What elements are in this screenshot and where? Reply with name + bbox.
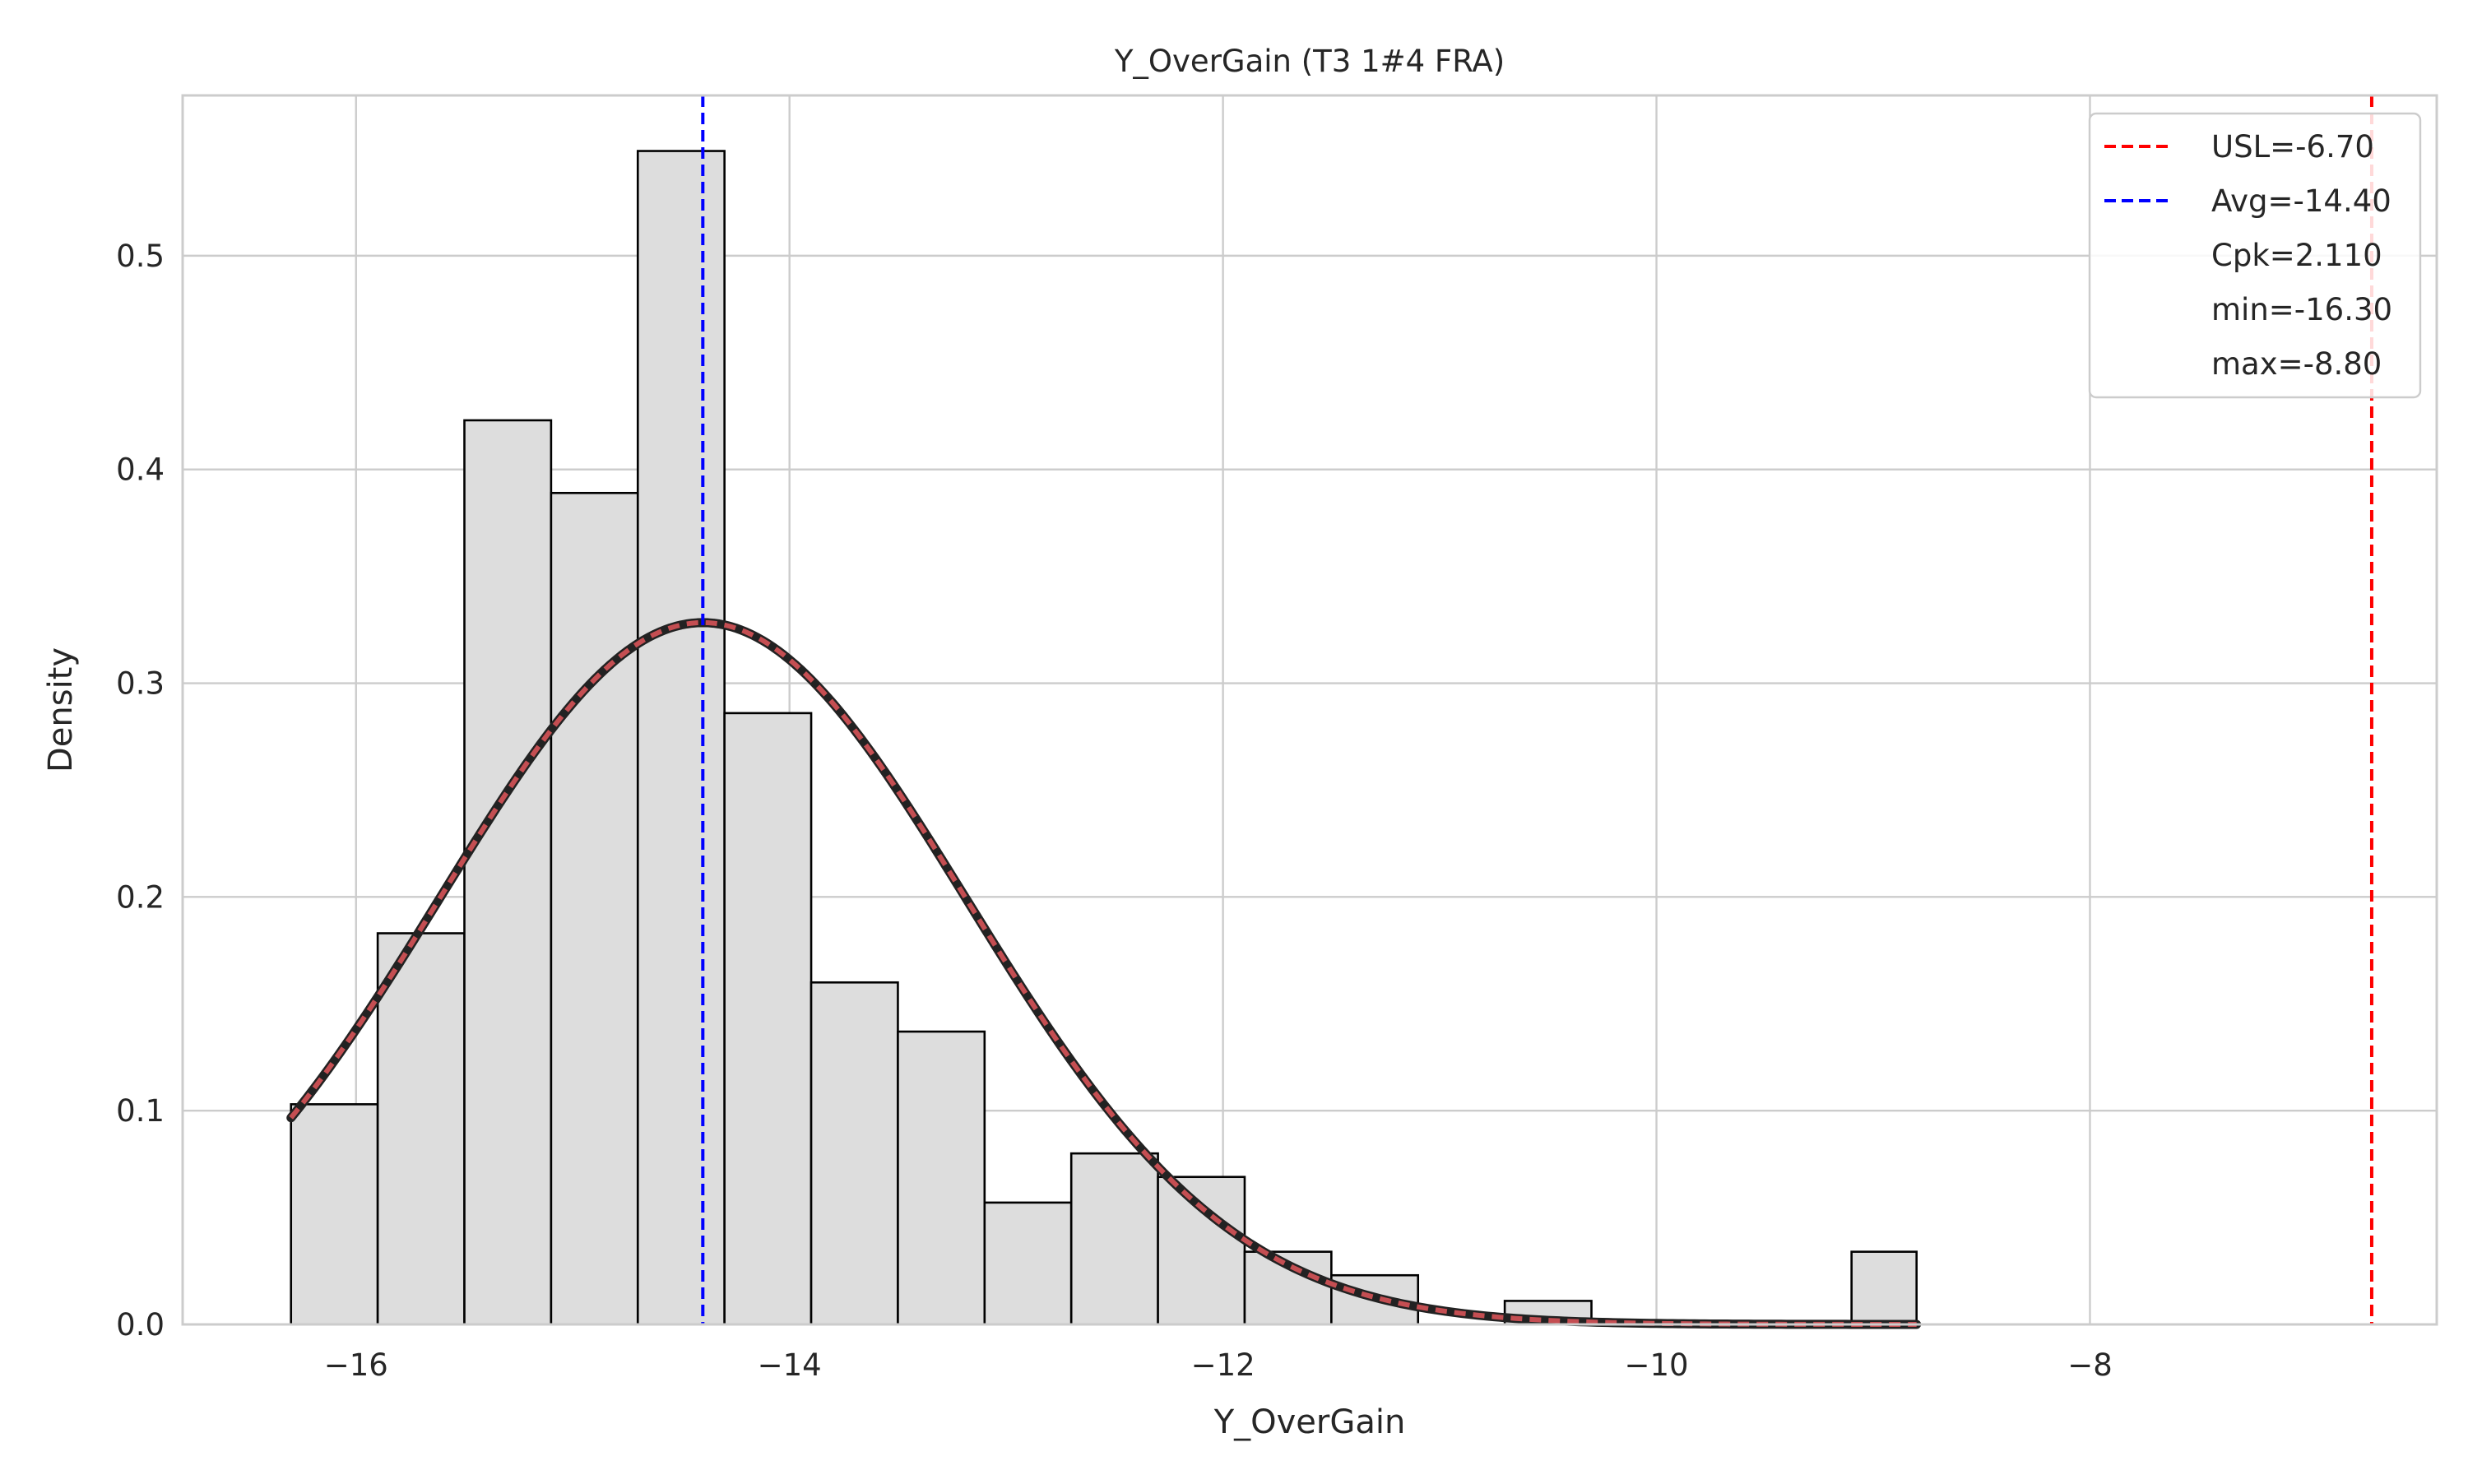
y-tick-label: 0.1 <box>116 1093 165 1129</box>
legend-label: Avg=-14.40 <box>2211 183 2391 219</box>
histogram-bar <box>376 932 466 1326</box>
reference-lines <box>701 95 2373 1324</box>
histogram-bar <box>1069 1152 1159 1326</box>
histogram-bar <box>550 491 639 1326</box>
plot-frame <box>181 94 2438 1326</box>
x-tick-label: −10 <box>1624 1347 1688 1383</box>
legend-label: Cpk=2.110 <box>2211 238 2382 273</box>
x-axis-ticks: −16 −14 −12 −10 −8 <box>324 1347 2113 1383</box>
histogram-bar <box>810 981 899 1326</box>
y-tick-label: 0.4 <box>116 452 165 488</box>
histogram-bar <box>1850 1250 1918 1326</box>
legend-label: USL=-6.70 <box>2211 129 2374 165</box>
histogram-bar <box>723 712 813 1326</box>
histogram-bars <box>290 150 1918 1326</box>
legend-label: max=-8.80 <box>2211 346 2382 382</box>
x-tick-label: −16 <box>324 1347 388 1383</box>
x-tick-label: −14 <box>758 1347 822 1383</box>
y-tick-label: 0.0 <box>116 1307 165 1343</box>
histogram-bar <box>983 1201 1073 1326</box>
histogram-bar <box>1157 1176 1246 1326</box>
histogram-bar <box>636 150 726 1326</box>
y-tick-label: 0.3 <box>116 666 165 702</box>
histogram-bar <box>290 1103 379 1326</box>
x-tick-label: −8 <box>2067 1347 2113 1383</box>
histogram-bar <box>897 1030 986 1326</box>
y-axis-ticks: 0.0 0.1 0.2 0.3 0.4 0.5 <box>116 239 165 1343</box>
x-tick-label: −12 <box>1191 1347 1255 1383</box>
y-tick-label: 0.2 <box>116 879 165 915</box>
legend: USL=-6.70 Avg=-14.40 Cpk=2.110 min=-16.30 ma… <box>2088 112 2422 399</box>
histogram-bar <box>463 419 553 1326</box>
y-tick-label: 0.5 <box>116 239 165 274</box>
chart-title: Y_OverGain (T3 1#4 FRA) <box>1114 44 1505 79</box>
legend-entries: USL=-6.70 Avg=-14.40 Cpk=2.110 min=-16.30 ma… <box>2104 129 2392 382</box>
x-axis-label: Y_OverGain <box>1213 1403 1406 1441</box>
legend-label: min=-16.30 <box>2211 292 2392 327</box>
legend-box <box>2088 112 2422 399</box>
y-axis-label: Density <box>42 647 80 772</box>
